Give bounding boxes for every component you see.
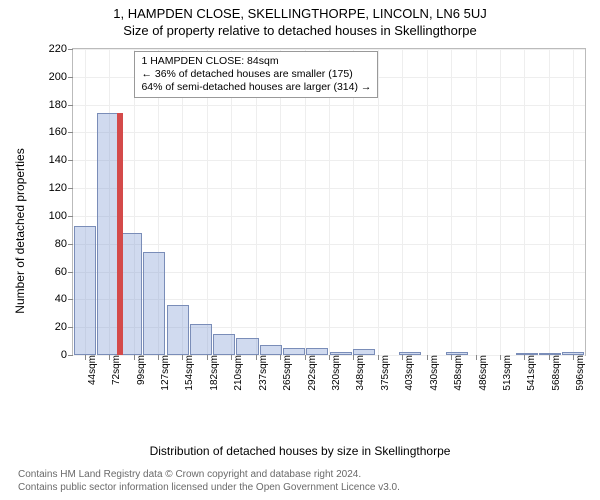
gridline-v: [500, 49, 501, 355]
y-tick-mark: [68, 49, 73, 50]
y-tick-mark: [68, 355, 73, 356]
x-tick-mark: [353, 355, 354, 360]
histogram-bar: [399, 352, 421, 355]
x-tick-mark: [378, 355, 379, 360]
x-tick-mark: [134, 355, 135, 360]
histogram-bar: [446, 352, 468, 355]
histogram-bar: [97, 113, 119, 355]
x-tick-label: 237sqm: [254, 355, 269, 391]
x-tick-mark: [451, 355, 452, 360]
x-tick-mark: [305, 355, 306, 360]
annotation-line: ← 36% of detached houses are smaller (17…: [141, 68, 371, 81]
x-tick-mark: [280, 355, 281, 360]
histogram-bar: [190, 324, 212, 355]
y-tick-mark: [68, 105, 73, 106]
y-tick-mark: [68, 299, 73, 300]
gridline-v: [573, 49, 574, 355]
attribution-line: Contains HM Land Registry data © Crown c…: [18, 468, 588, 481]
x-tick-label: 154sqm: [180, 355, 195, 391]
x-tick-mark: [476, 355, 477, 360]
histogram-bar: [562, 352, 584, 355]
chart-container: Number of detached properties 0204060801…: [24, 44, 590, 418]
y-tick-mark: [68, 272, 73, 273]
histogram-bar: [330, 352, 352, 355]
gridline-v: [524, 49, 525, 355]
gridline-v: [402, 49, 403, 355]
y-tick-mark: [68, 132, 73, 133]
x-tick-mark: [85, 355, 86, 360]
x-tick-label: 210sqm: [229, 355, 244, 391]
x-tick-label: 375sqm: [376, 355, 391, 391]
x-tick-label: 513sqm: [498, 355, 513, 391]
x-tick-mark: [549, 355, 550, 360]
histogram-bar: [283, 348, 305, 355]
annotation-line: 1 HAMPDEN CLOSE: 84sqm: [141, 55, 371, 68]
x-tick-mark: [256, 355, 257, 360]
gridline-v: [549, 49, 550, 355]
histogram-bar: [306, 348, 328, 355]
x-tick-mark: [158, 355, 159, 360]
plot-area: 02040608010012014016018020022044sqm72sqm…: [72, 48, 586, 356]
x-tick-mark: [427, 355, 428, 360]
x-tick-label: 458sqm: [449, 355, 464, 391]
x-tick-mark: [207, 355, 208, 360]
annotation-line: 64% of semi-detached houses are larger (…: [141, 81, 371, 94]
x-tick-mark: [524, 355, 525, 360]
histogram-bar: [120, 233, 142, 355]
x-tick-label: 568sqm: [547, 355, 562, 391]
x-tick-mark: [182, 355, 183, 360]
page-title-address: 1, HAMPDEN CLOSE, SKELLINGTHORPE, LINCOL…: [0, 0, 600, 21]
y-axis-label: Number of detached properties: [13, 66, 27, 231]
histogram-bar: [74, 226, 96, 355]
page-title-desc: Size of property relative to detached ho…: [0, 21, 600, 42]
x-tick-label: 127sqm: [156, 355, 171, 391]
attribution-line: Contains public sector information licen…: [18, 481, 588, 494]
gridline-v: [427, 49, 428, 355]
gridline-v: [476, 49, 477, 355]
x-tick-mark: [500, 355, 501, 360]
y-tick-mark: [68, 160, 73, 161]
histogram-bar: [167, 305, 189, 355]
x-tick-mark: [402, 355, 403, 360]
x-tick-label: 292sqm: [303, 355, 318, 391]
y-tick-mark: [68, 216, 73, 217]
x-tick-label: 486sqm: [474, 355, 489, 391]
x-tick-label: 430sqm: [425, 355, 440, 391]
histogram-bar: [260, 345, 282, 355]
gridline-v: [451, 49, 452, 355]
x-tick-label: 182sqm: [205, 355, 220, 391]
x-tick-label: 403sqm: [400, 355, 415, 391]
x-tick-label: 348sqm: [351, 355, 366, 391]
x-axis-label: Distribution of detached houses by size …: [0, 444, 600, 458]
y-tick-mark: [68, 327, 73, 328]
highlight-marker: [117, 113, 123, 355]
x-tick-label: 265sqm: [278, 355, 293, 391]
x-tick-label: 596sqm: [571, 355, 586, 391]
histogram-bar: [539, 353, 561, 355]
x-tick-label: 320sqm: [327, 355, 342, 391]
histogram-bar: [213, 334, 235, 355]
x-tick-label: 541sqm: [522, 355, 537, 391]
y-tick-mark: [68, 244, 73, 245]
histogram-bar: [236, 338, 258, 355]
histogram-bar: [516, 353, 538, 355]
y-tick-mark: [68, 188, 73, 189]
x-tick-mark: [231, 355, 232, 360]
x-tick-mark: [329, 355, 330, 360]
attribution-text: Contains HM Land Registry data © Crown c…: [18, 468, 588, 494]
histogram-bar: [353, 349, 375, 355]
y-tick-mark: [68, 77, 73, 78]
x-tick-mark: [573, 355, 574, 360]
histogram-bar: [143, 252, 165, 355]
annotation-box: 1 HAMPDEN CLOSE: 84sqm ← 36% of detached…: [134, 51, 378, 98]
x-tick-mark: [109, 355, 110, 360]
